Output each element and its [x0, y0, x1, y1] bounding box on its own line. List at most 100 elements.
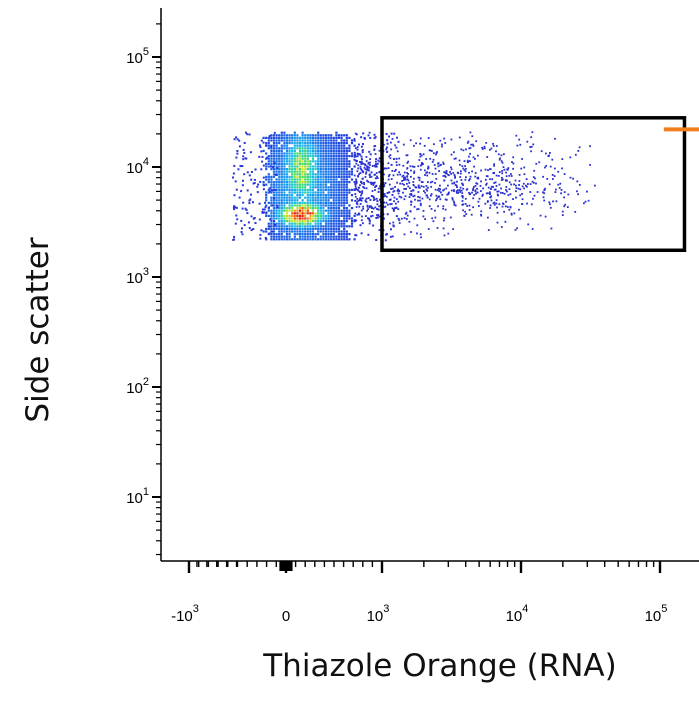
density-dot: [306, 220, 309, 223]
gate-rectangle[interactable]: [380, 116, 687, 253]
density-dot: [332, 222, 335, 225]
scatter-dot: [451, 182, 454, 185]
y-axis-title: Side scatter: [20, 237, 56, 422]
scatter-dot: [574, 153, 577, 156]
scatter-dot: [551, 158, 554, 161]
density-dot: [246, 212, 249, 215]
density-dot: [288, 196, 291, 199]
scatter-dot: [451, 197, 454, 199]
scatter-dot: [397, 188, 399, 191]
density-dot: [278, 191, 281, 194]
density-dot: [319, 181, 322, 184]
density-dot: [283, 183, 286, 186]
scatter-dot: [532, 143, 535, 146]
density-dot: [330, 204, 333, 207]
density-dot: [348, 147, 351, 150]
density-dot: [340, 191, 343, 194]
density-dot: [280, 230, 283, 233]
density-dot: [306, 155, 309, 158]
density-dot: [272, 142, 276, 145]
density-dot: [288, 209, 291, 212]
density-dot: [245, 157, 248, 160]
density-dot: [370, 215, 373, 218]
scatter-dot: [484, 168, 487, 171]
density-dot: [293, 186, 296, 189]
density-dot: [241, 227, 243, 230]
density-dot: [330, 235, 333, 238]
density-dot: [272, 233, 276, 236]
density-dot: [311, 183, 315, 186]
density-dot: [288, 227, 291, 230]
density-dot: [319, 186, 322, 189]
density-dot: [296, 165, 299, 168]
density-dot: [278, 165, 281, 168]
density-dot: [340, 209, 343, 212]
density-dot: [267, 139, 270, 142]
density-dot: [298, 157, 302, 160]
scatter-dot: [515, 190, 517, 193]
scatter-dot: [409, 139, 412, 142]
density-dot: [293, 149, 296, 152]
density-dot: [354, 155, 357, 158]
density-dot: [267, 201, 270, 204]
density-dot: [370, 171, 373, 174]
density-dot: [298, 214, 302, 217]
scatter-dot: [432, 152, 435, 155]
density-dot: [304, 165, 307, 168]
density-dot: [262, 136, 265, 139]
density-dot: [306, 217, 309, 220]
scatter-dot: [497, 190, 500, 193]
scatter-dot: [483, 145, 486, 148]
density-dot: [330, 144, 333, 147]
density-dot: [322, 157, 325, 160]
scatter-dot: [364, 176, 367, 178]
density-dot: [324, 230, 328, 233]
density-dot: [335, 162, 338, 165]
density-dot: [309, 199, 312, 202]
density-dot: [291, 168, 294, 171]
scatter-dot: [464, 170, 467, 173]
density-dot: [340, 144, 343, 147]
scatter-dot: [417, 199, 419, 202]
scatter-dot: [480, 210, 483, 213]
density-dot: [309, 155, 312, 158]
density-dot: [280, 186, 283, 189]
density-dot: [350, 220, 354, 223]
density-dot: [311, 155, 315, 158]
density-dot: [304, 196, 307, 199]
density-dot: [232, 176, 234, 179]
density-dot: [317, 191, 320, 194]
density-dot: [332, 227, 335, 230]
scatter-dot: [355, 182, 358, 185]
scatter-dot: [431, 150, 433, 152]
scatter-dot: [429, 181, 432, 184]
density-dot: [376, 208, 379, 210]
scatter-dot: [439, 184, 441, 187]
scatter-dot: [509, 205, 512, 208]
density-dot: [332, 183, 335, 186]
density-dot: [385, 233, 388, 236]
density-dot: [285, 201, 289, 204]
scatter-dot: [375, 197, 378, 200]
density-dot: [327, 175, 330, 178]
density-dot: [278, 188, 281, 191]
scatter-dot: [392, 174, 395, 177]
scatter-dot: [531, 131, 534, 134]
density-dot: [280, 199, 283, 202]
density-dot: [301, 201, 304, 204]
density-dot: [304, 220, 307, 223]
scatter-dot: [419, 204, 422, 207]
density-dot: [319, 160, 322, 163]
density-dot: [283, 168, 286, 171]
scatter-dot: [523, 173, 526, 176]
density-dot: [248, 202, 251, 205]
scatter-dot: [369, 158, 371, 160]
density-dot: [270, 145, 273, 148]
density-dot: [335, 139, 338, 142]
scatter-dot: [443, 217, 446, 220]
scatter-dot: [495, 150, 497, 153]
density-dot: [343, 183, 346, 186]
scatter-dot: [398, 163, 401, 166]
scatter-dot: [397, 192, 400, 195]
density-dot: [272, 155, 276, 158]
